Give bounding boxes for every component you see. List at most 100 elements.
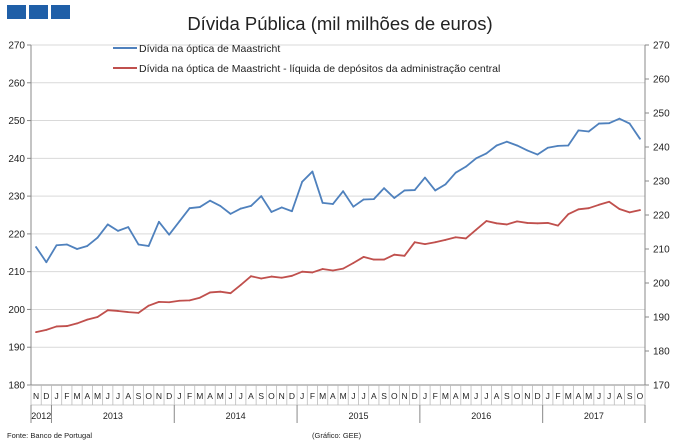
data-point-2 <box>608 200 611 203</box>
data-point-2 <box>567 213 570 216</box>
y-tick-label: 190 <box>8 343 25 354</box>
data-point-2 <box>291 274 293 277</box>
grid <box>31 44 645 386</box>
month-label: O <box>391 391 398 401</box>
month-label: D <box>166 391 172 401</box>
month-label: N <box>33 391 39 401</box>
month-label: A <box>576 391 582 401</box>
data-point-2 <box>475 228 478 231</box>
data-point-2 <box>393 253 396 256</box>
data-point-2 <box>311 271 314 274</box>
y2-tick-label: 190 <box>653 313 670 324</box>
y2-tick-label: 210 <box>653 245 670 256</box>
data-point-1 <box>65 243 68 246</box>
data-point-2 <box>362 256 365 258</box>
data-point-2 <box>536 222 539 225</box>
year-label: 2014 <box>226 411 246 421</box>
data-point-1 <box>526 149 529 152</box>
y-tick-label: 240 <box>8 154 25 165</box>
data-point-2 <box>219 290 222 293</box>
y-tick-label: 270 <box>8 41 25 52</box>
month-label: N <box>156 391 162 401</box>
data-point-2 <box>618 208 621 210</box>
month-label: J <box>106 391 110 401</box>
data-point-2 <box>628 211 631 214</box>
month-label: J <box>597 391 601 401</box>
data-point-1 <box>598 122 600 125</box>
data-point-1 <box>321 202 324 204</box>
data-point-1 <box>342 190 345 193</box>
data-point-2 <box>342 267 345 270</box>
data-point-2 <box>65 325 68 327</box>
month-label: M <box>74 391 81 401</box>
month-label: A <box>330 391 336 401</box>
month-label: A <box>494 391 500 401</box>
data-point-1 <box>618 117 621 120</box>
month-label: D <box>412 391 418 401</box>
month-label: M <box>442 391 449 401</box>
month-label: J <box>239 391 243 401</box>
month-label: O <box>514 391 521 401</box>
month-label: J <box>423 391 427 401</box>
data-point-1 <box>403 189 406 192</box>
data-point-1 <box>557 144 559 147</box>
month-label: A <box>207 391 213 401</box>
data-point-2 <box>35 331 38 334</box>
y-tick-label: 220 <box>8 229 25 240</box>
data-point-1 <box>219 205 222 207</box>
month-label: O <box>637 391 644 401</box>
series-line-1 <box>35 117 641 264</box>
data-point-2 <box>526 222 529 224</box>
data-point-1 <box>229 212 232 215</box>
data-point-1 <box>291 210 293 213</box>
year-label: 2013 <box>103 411 123 421</box>
data-point-1 <box>301 180 304 183</box>
data-point-1 <box>137 243 140 246</box>
plot-series <box>35 117 641 334</box>
month-label: S <box>136 391 142 401</box>
data-point-2 <box>546 222 549 224</box>
chart-title: Dívida Pública (mil milhões de euros) <box>187 13 492 34</box>
data-point-2 <box>495 222 498 225</box>
year-label: 2017 <box>584 411 604 421</box>
data-point-2 <box>229 292 232 295</box>
data-point-2 <box>250 275 252 278</box>
data-point-2 <box>270 275 273 278</box>
month-label: M <box>462 391 469 401</box>
month-label: J <box>177 391 181 401</box>
month-label: M <box>340 391 347 401</box>
y2-tick-label: 250 <box>653 109 670 120</box>
y2-tick-label: 260 <box>653 75 670 86</box>
data-point-1 <box>424 176 426 179</box>
data-point-2 <box>76 322 78 325</box>
data-point-1 <box>188 207 191 210</box>
data-point-2 <box>321 268 324 270</box>
logo-square-2 <box>29 5 48 19</box>
month-label: M <box>585 391 592 401</box>
data-point-1 <box>587 130 590 133</box>
data-point-2 <box>598 203 600 206</box>
year-label: 2016 <box>471 411 491 421</box>
month-label: F <box>555 391 560 401</box>
data-point-1 <box>55 244 58 247</box>
chart-credit: (Gráfico: GEE) <box>312 431 362 440</box>
data-point-1 <box>45 261 48 264</box>
data-point-1 <box>505 140 508 143</box>
data-point-1 <box>158 220 160 223</box>
data-point-2 <box>557 224 559 227</box>
data-point-1 <box>239 207 242 210</box>
data-point-2 <box>158 300 160 303</box>
month-label: J <box>361 391 365 401</box>
month-label: J <box>546 391 550 401</box>
data-point-2 <box>127 311 130 313</box>
y-tick-label: 250 <box>8 116 25 127</box>
month-label: M <box>217 391 224 401</box>
data-point-1 <box>454 171 457 174</box>
data-point-1 <box>434 189 437 192</box>
month-label: A <box>248 391 254 401</box>
data-point-1 <box>444 183 447 186</box>
month-label: M <box>565 391 572 401</box>
data-point-2 <box>638 209 641 211</box>
month-label: J <box>300 391 304 401</box>
